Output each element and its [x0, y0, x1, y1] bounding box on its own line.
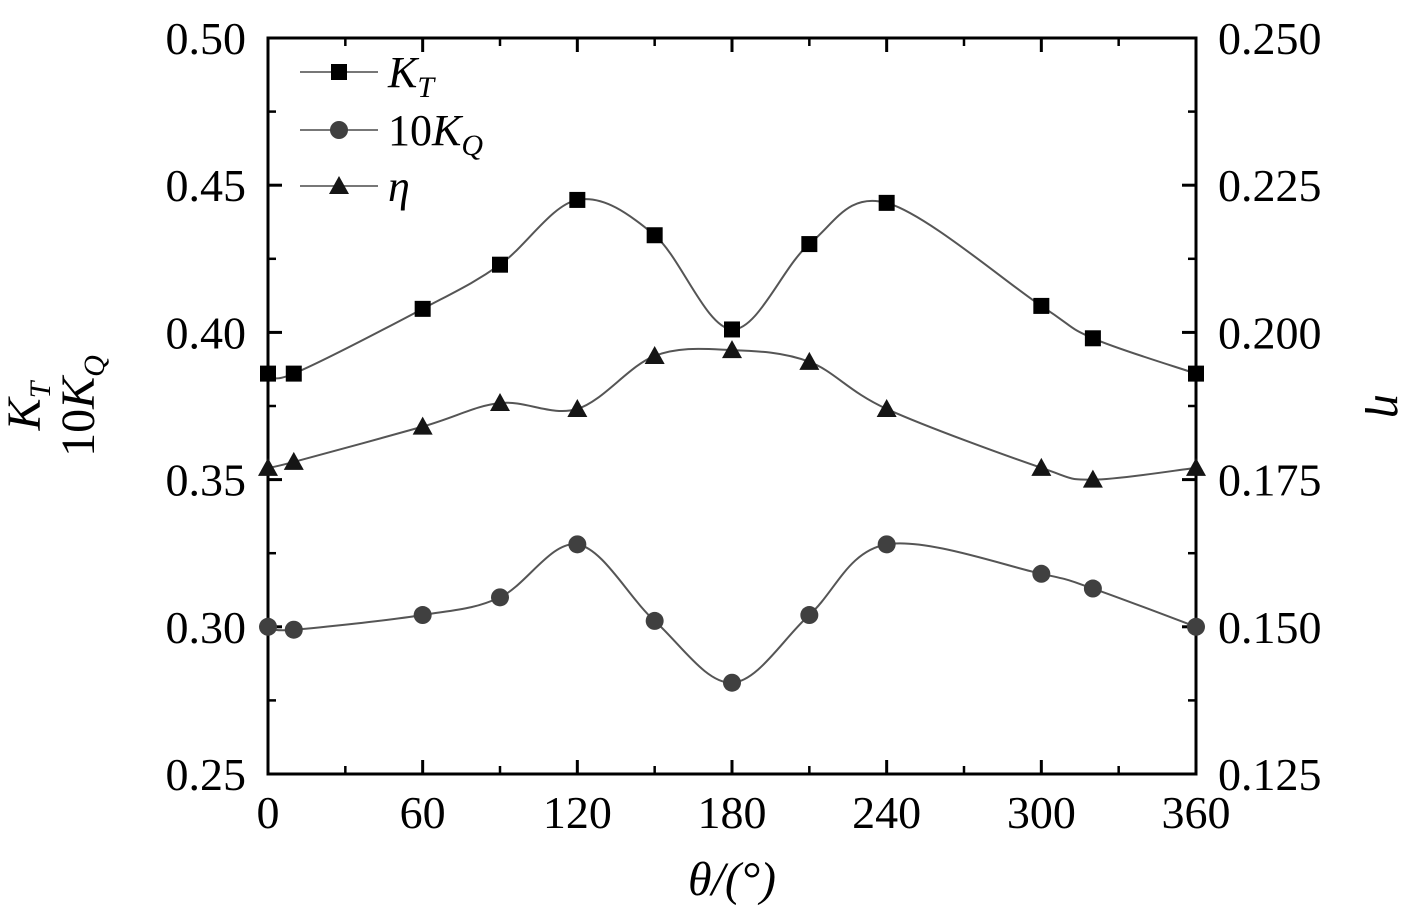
legend-marker-eta	[329, 176, 349, 194]
series-line-eta	[267, 347, 1197, 481]
data-point-10KQ	[284, 620, 303, 639]
data-point-KT	[1188, 365, 1204, 382]
data-point-10KQ	[1032, 564, 1051, 583]
data-point-eta	[1082, 469, 1103, 488]
data-point-eta	[1186, 457, 1206, 476]
legend-label-10KQ: 10KQ	[388, 106, 483, 162]
x-tick-label: 240	[852, 787, 921, 838]
left-y-tick-label: 0.45	[166, 160, 247, 211]
left-y-axis-label: KT 10KQ	[0, 355, 111, 457]
left-y-label-10kq-sub: Q	[78, 355, 111, 377]
left-y-tick-label: 0.35	[166, 455, 247, 506]
data-point-KT	[260, 365, 276, 382]
data-point-eta	[1031, 457, 1052, 476]
data-point-10KQ	[800, 606, 819, 625]
left-y-tick-label: 0.25	[166, 749, 247, 800]
x-tick-label: 0	[257, 787, 280, 838]
series-line-10KQ	[267, 542, 1197, 684]
left-y-axis-label-10kq: 10KQ	[52, 355, 111, 457]
data-point-KT	[285, 365, 302, 382]
left-y-label-kt-main: K	[0, 395, 51, 431]
data-point-eta	[283, 451, 304, 470]
legend-item-10KQ: 10KQ	[300, 106, 483, 162]
data-point-KT	[724, 321, 740, 338]
x-tick-label: 180	[698, 787, 767, 838]
left-y-label-kt-sub: T	[24, 379, 57, 398]
left-y-tick-label: 0.30	[166, 602, 247, 653]
data-point-eta	[258, 457, 278, 476]
data-point-eta	[644, 345, 665, 364]
legend-marker-KT	[331, 64, 347, 80]
legend-label-eta: η	[388, 162, 410, 211]
data-point-eta	[567, 398, 588, 417]
right-y-tick-label: 0.225	[1218, 160, 1322, 211]
right-y-axis-label: η	[1364, 394, 1417, 418]
right-y-tick-label: 0.175	[1218, 455, 1322, 506]
right-y-tick-label: 0.125	[1218, 749, 1322, 800]
legend-item-eta: η	[300, 162, 410, 211]
legend-item-KT: KT	[300, 48, 436, 104]
legend-marker-10KQ	[330, 121, 348, 139]
data-point-KT	[646, 227, 663, 244]
data-point-KT	[801, 236, 818, 253]
data-point-eta	[722, 340, 742, 359]
x-tick-label: 300	[1007, 787, 1076, 838]
data-point-10KQ	[568, 535, 587, 554]
data-point-10KQ	[723, 673, 741, 692]
data-point-KT	[878, 194, 895, 211]
x-tick-label: 120	[543, 787, 612, 838]
data-point-10KQ	[413, 606, 432, 625]
right-y-tick-label: 0.200	[1218, 307, 1322, 358]
data-point-KT	[1084, 330, 1101, 347]
left-y-label-10kq-k: K	[52, 374, 105, 410]
data-point-KT	[569, 191, 586, 208]
data-point-eta	[412, 416, 433, 435]
data-point-10KQ	[1187, 617, 1205, 636]
x-tick-label: 60	[400, 787, 446, 838]
data-point-10KQ	[259, 617, 277, 636]
data-point-10KQ	[645, 611, 664, 630]
left-y-label-10kq-main: 10	[52, 409, 105, 457]
data-point-10KQ	[491, 588, 509, 607]
data-point-10KQ	[877, 535, 896, 554]
left-y-tick-label: 0.50	[166, 13, 247, 64]
left-y-axis-label-kt: KT	[0, 379, 57, 431]
axis-tick-labels: 0 60 120 180 240 300 360 0.25 0.30 0.35 0.40 0.45 0.…	[166, 13, 1322, 838]
legend-label-KT: KT	[387, 48, 436, 104]
x-tick-label: 360	[1162, 787, 1231, 838]
data-point-eta	[490, 393, 510, 412]
data-point-KT	[414, 300, 431, 317]
series-markers	[258, 191, 1206, 692]
x-axis-label: θ/(°)	[688, 853, 776, 906]
series-lines	[267, 198, 1197, 684]
data-point-KT	[1033, 297, 1050, 314]
data-point-10KQ	[1083, 579, 1102, 598]
data-point-eta	[876, 398, 897, 417]
left-y-tick-label: 0.40	[166, 307, 247, 358]
right-y-tick-label: 0.250	[1218, 13, 1322, 64]
data-point-eta	[799, 351, 820, 370]
data-point-KT	[492, 256, 508, 273]
right-y-tick-label: 0.150	[1218, 602, 1322, 653]
